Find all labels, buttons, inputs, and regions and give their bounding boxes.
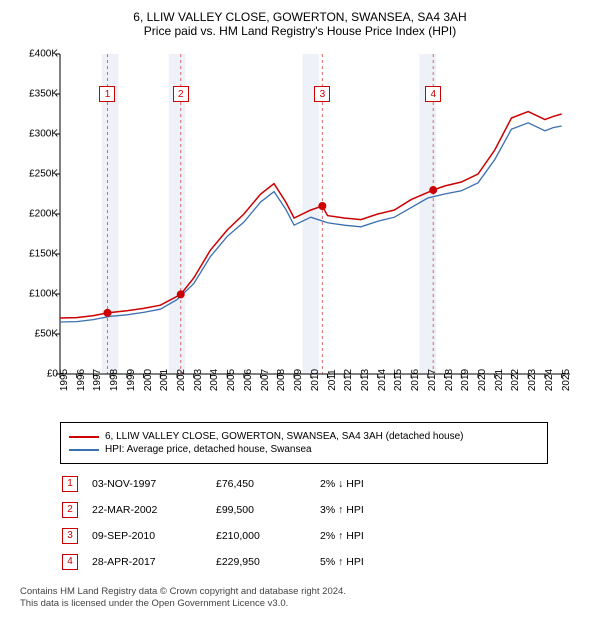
chart-container: 1 2 3 4 £0 £50K £100K £150K £200K £250K £300K £350… (20, 44, 580, 414)
event-price: £76,450 (216, 472, 318, 496)
event-row: 1 03-NOV-1997£76,4502% ↓ HPI (62, 472, 376, 496)
footer-line-2: This data is licensed under the Open Gov… (20, 598, 288, 609)
event-marker-box: 3 (62, 528, 78, 544)
chart-title-block: 6, LLIW VALLEY CLOSE, GOWERTON, SWANSEA,… (10, 10, 590, 38)
legend-row-2: HPI: Average price, detached house, Swan… (69, 444, 539, 455)
footer-line-1: Contains HM Land Registry data © Crown c… (20, 586, 346, 597)
title-line-2: Price paid vs. HM Land Registry's House … (10, 24, 590, 38)
event-marker-box: 1 (62, 476, 78, 492)
sale-marker-box: 3 (314, 86, 330, 102)
y-tick-label: £250K (20, 169, 58, 180)
y-tick-label: £50K (20, 329, 58, 340)
legend-row-1: 6, LLIW VALLEY CLOSE, GOWERTON, SWANSEA,… (69, 431, 539, 442)
y-tick-label: £300K (20, 129, 58, 140)
title-line-1: 6, LLIW VALLEY CLOSE, GOWERTON, SWANSEA,… (10, 10, 590, 24)
event-delta: 3% ↑ HPI (320, 498, 376, 522)
legend-swatch-1 (69, 436, 99, 438)
event-row: 3 09-SEP-2010£210,0002% ↑ HPI (62, 524, 376, 548)
y-tick-label: £350K (20, 89, 58, 100)
sale-marker-box: 4 (425, 86, 441, 102)
event-price: £210,000 (216, 524, 318, 548)
event-marker-box: 4 (62, 554, 78, 570)
event-row: 2 22-MAR-2002£99,5003% ↑ HPI (62, 498, 376, 522)
attribution: Contains HM Land Registry data © Crown c… (20, 586, 580, 611)
plot-area: 1 2 3 4 (60, 54, 570, 374)
y-tick-label: £200K (20, 209, 58, 220)
y-tick-label: £400K (20, 49, 58, 60)
event-delta: 5% ↑ HPI (320, 550, 376, 574)
x-tick-label: 2025 (562, 369, 600, 391)
event-price: £229,950 (216, 550, 318, 574)
sale-marker-box: 2 (173, 86, 189, 102)
event-date: 03-NOV-1997 (92, 472, 214, 496)
y-tick-label: £100K (20, 289, 58, 300)
legend-swatch-2 (69, 449, 99, 451)
event-date: 28-APR-2017 (92, 550, 214, 574)
event-price: £99,500 (216, 498, 318, 522)
legend-label-2: HPI: Average price, detached house, Swan… (105, 444, 312, 455)
event-date: 09-SEP-2010 (92, 524, 214, 548)
events-table: 103-NOV-1997£76,4502% ↓ HPI222-MAR-2002£… (60, 470, 378, 576)
sale-marker-box: 1 (99, 86, 115, 102)
legend: 6, LLIW VALLEY CLOSE, GOWERTON, SWANSEA,… (60, 422, 548, 464)
event-row: 4 28-APR-2017£229,9505% ↑ HPI (62, 550, 376, 574)
event-date: 22-MAR-2002 (92, 498, 214, 522)
event-delta: 2% ↑ HPI (320, 524, 376, 548)
y-tick-label: £0 (20, 369, 58, 380)
event-delta: 2% ↓ HPI (320, 472, 376, 496)
event-marker-box: 2 (62, 502, 78, 518)
legend-label-1: 6, LLIW VALLEY CLOSE, GOWERTON, SWANSEA,… (105, 431, 463, 442)
y-tick-label: £150K (20, 249, 58, 260)
